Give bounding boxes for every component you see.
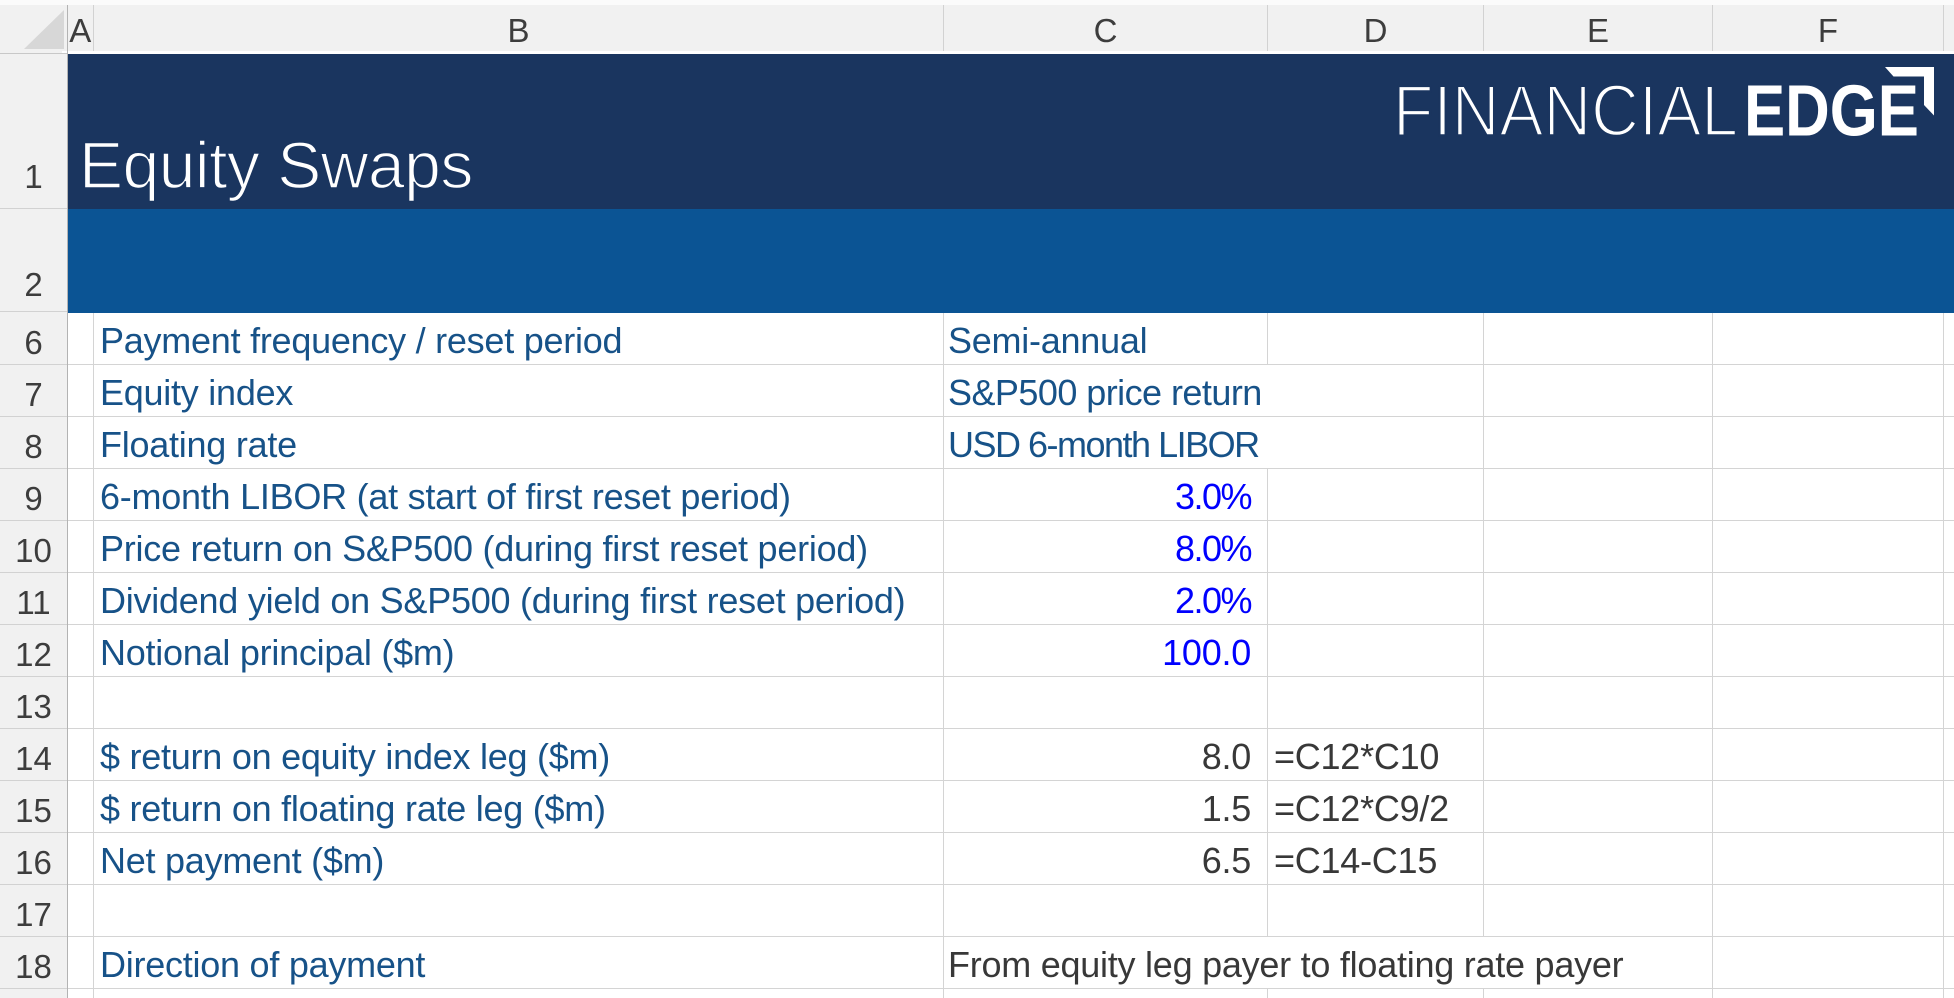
svg-text:FINANCIAL: FINANCIAL: [1393, 71, 1738, 152]
svg-text:EDGE: EDGE: [1744, 71, 1919, 152]
